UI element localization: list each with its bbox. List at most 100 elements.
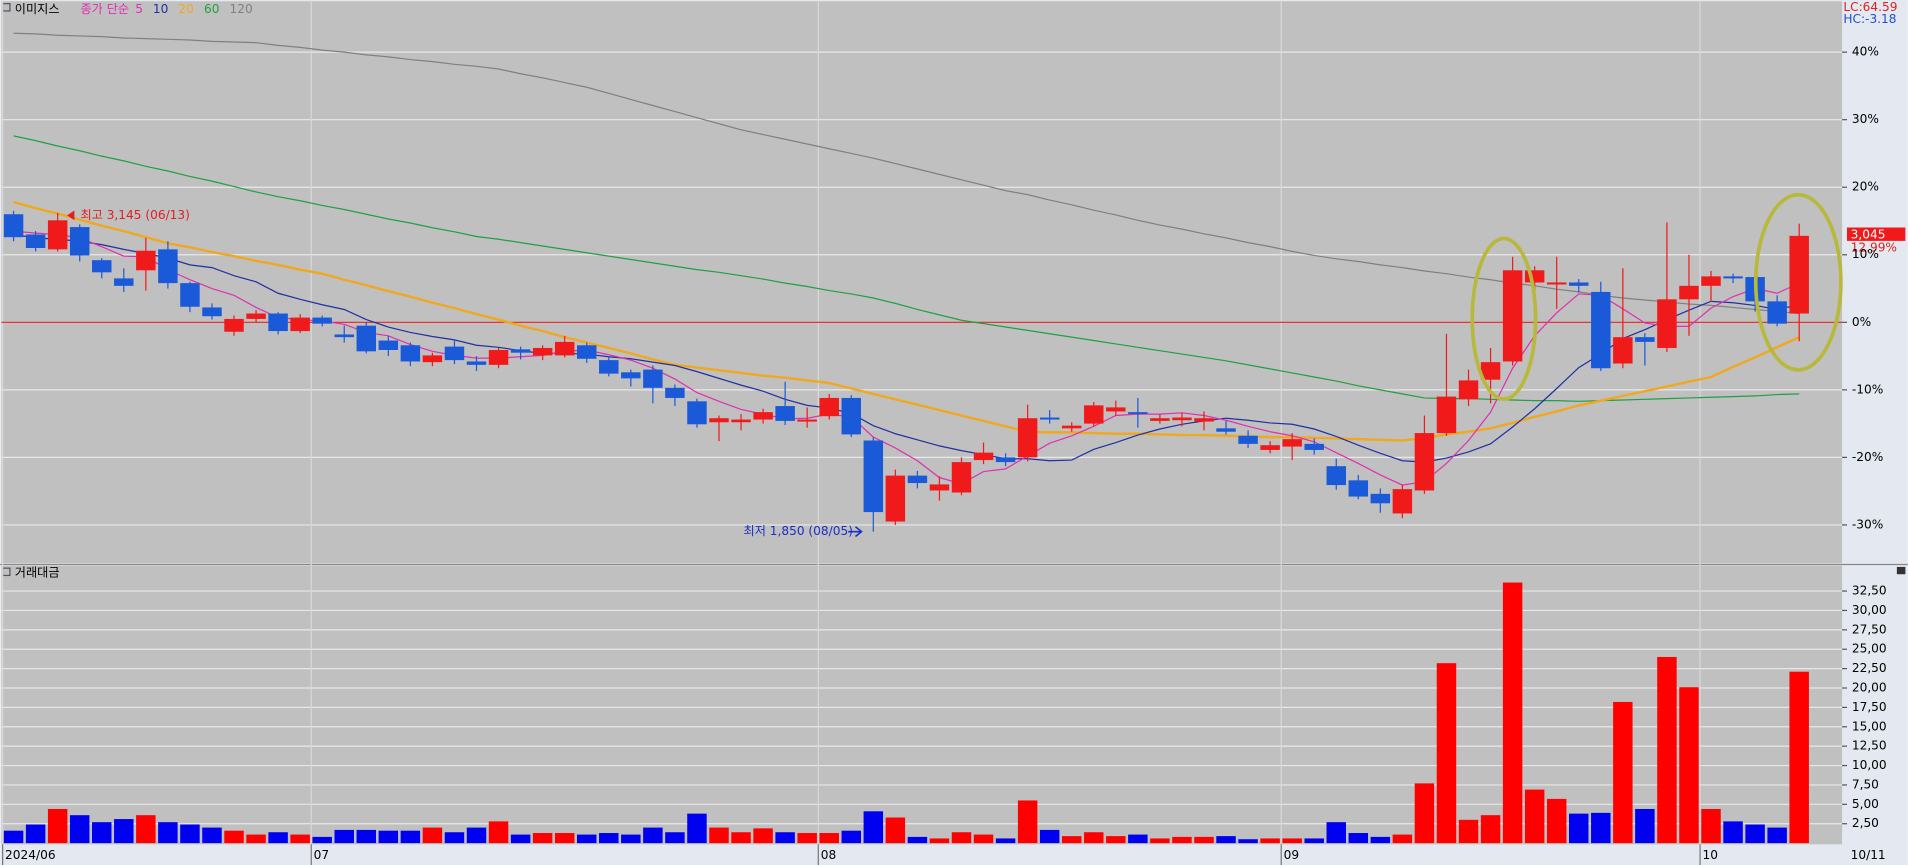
candle-body [1061,425,1082,429]
x-tick-label: 09 [1284,848,1299,862]
volume-bar [995,838,1016,844]
legend-item: 60 [204,2,219,16]
y-tick-label: 10% [1852,247,1879,261]
candle-body [841,397,862,435]
volume-bar [1591,812,1611,844]
volume-bar [334,829,354,844]
candle-body [1789,235,1809,314]
volume-bar [1546,798,1567,844]
candle-body [378,340,399,350]
x-tick-label: 08 [821,848,836,862]
legend-item: 5 [135,2,143,16]
candle-body [929,484,950,491]
x-tick-label: 10 [1702,848,1717,862]
volume-bar [444,832,465,844]
volume-bar [1436,663,1457,844]
candle-body [1282,439,1302,447]
candle-body [69,227,90,256]
candle-body [819,397,839,417]
candle-body [1172,417,1192,421]
volume-bar [973,834,994,844]
legend-item: 20 [178,2,193,16]
candle-body [687,401,707,425]
volume-bar [643,827,663,844]
volume-bar [731,832,751,844]
candle-body [885,475,906,522]
candle-body [114,278,134,286]
volume-bar [819,833,839,844]
volume-bar [1128,834,1148,844]
volume-bar [709,827,729,844]
y-tick-label: 12,50 [1852,739,1887,753]
y-tick-label: 7,50 [1852,777,1879,791]
y-tick-label: 32,50 [1852,584,1887,598]
arrow [67,210,75,221]
volume-bar [136,815,156,844]
highlight-ellipse [1470,236,1538,401]
volume-bar [532,833,553,844]
volume-bar [268,832,288,844]
candle-body [753,412,773,420]
volume-bar [1502,582,1523,844]
volume-bar [1723,821,1743,844]
candle-body [797,419,817,422]
y-tick-label: -10% [1852,382,1883,396]
candle-body [532,347,553,356]
candle-body [1635,337,1655,342]
volume-title: 거래대금 [15,566,60,580]
volume-bar [1480,815,1501,844]
volume-bar [1414,783,1435,844]
candle-body [1480,362,1501,380]
volume-bar [1039,829,1060,844]
volume-bar [312,836,332,844]
y-tick-label: 20,00 [1852,681,1887,695]
candle-body [907,475,928,484]
candle-body [1194,418,1214,422]
volume-bar [1701,808,1721,844]
candle-body [1591,291,1611,369]
candle-body [92,260,112,273]
candle-body [1767,301,1787,324]
volume-bar [554,833,575,844]
volume-bar [1150,838,1170,844]
candle-body [1084,405,1104,424]
end-date: 10/11 [1851,848,1886,862]
candle-body [1613,337,1633,364]
ma-line [13,230,1800,486]
y-tick-label: 22,50 [1852,661,1887,675]
volume-bar [1789,671,1809,844]
y-tick-label: 17,50 [1852,700,1887,714]
arrow [848,526,863,538]
y-tick-label: 10,00 [1852,758,1887,772]
volume-bar [1458,819,1479,844]
candle-body [1569,282,1589,286]
volume-bar [863,811,884,844]
y-tick-label: 5,00 [1852,797,1879,811]
volume-bar [69,815,90,844]
candle-body [1723,276,1743,279]
volume-bar [488,821,509,844]
volume-bar [841,830,862,844]
candle-body [621,372,641,379]
y-tick-label: 15,00 [1852,719,1887,733]
candle-body [1348,480,1369,497]
volume-bar [224,830,244,844]
candle-body [1436,396,1457,434]
candle-body [1657,299,1677,348]
volume-bar [599,833,619,844]
legend-item: 10 [153,2,168,16]
lc-label: LC:64.59 [1843,0,1897,14]
ma-line [13,233,1800,463]
volume-bar [1767,827,1787,844]
candle-body [643,369,663,388]
candle-body [1502,270,1523,362]
candle-body [1546,282,1567,285]
volume-bar [907,836,928,844]
volume-bar [1745,824,1765,844]
volume-bar [1679,687,1699,844]
candle-body [290,317,310,332]
last-price: 3,045 [1851,227,1886,241]
volume-bar [1238,839,1258,844]
y-tick-label: -20% [1852,450,1883,464]
candle-body [136,250,156,271]
